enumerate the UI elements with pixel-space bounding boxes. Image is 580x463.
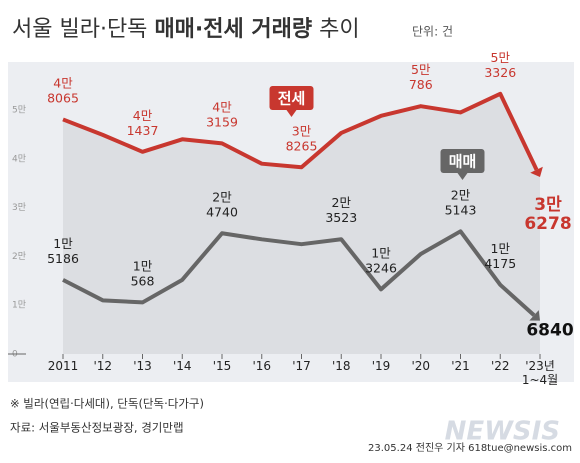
x-tick-label: '12 [93, 359, 112, 373]
y-tick-label: 3만 [12, 202, 26, 213]
value-label: 1만 568 [131, 258, 155, 288]
line [62, 91, 539, 171]
chart-title: 서울 빌라·단독 매매·전세 거래량 추이 [12, 17, 360, 42]
value-label: 3만 8265 [286, 123, 318, 153]
x-tick-label: '23년 1~4월 [522, 359, 558, 387]
value-label: 3만 6278 [524, 195, 571, 234]
source: 자료: 서울부동산정보광장, 경기만랩 [10, 421, 184, 435]
watermark: NEWSIS [445, 417, 560, 447]
legend-box [269, 86, 314, 110]
value-label: 1만 5186 [47, 235, 79, 265]
title-part: 매매·전세 거래량 [154, 17, 312, 42]
value-label: 2만 3523 [325, 195, 357, 225]
legend-label: 매매 [449, 153, 477, 171]
legend-pointer [457, 173, 468, 180]
legend-pointer [286, 110, 297, 117]
arrow-head [530, 166, 543, 177]
value-label: 5만 3326 [484, 49, 516, 79]
x-tick-label: '14 [173, 359, 192, 373]
x-tick-label: '21 [451, 359, 470, 373]
x-tick-label: '22 [491, 359, 510, 373]
arrow-head [529, 310, 540, 321]
x-tick-label: 2011 [48, 359, 79, 373]
line [62, 229, 536, 317]
x-tick-label: '18 [332, 359, 351, 373]
title-part: 추이 [319, 17, 359, 42]
value-label: 2만 5143 [445, 187, 477, 217]
title-part: 서울 빌라·단독 [12, 17, 147, 42]
x-tick-label: '15 [213, 359, 232, 373]
x-tick-label: '19 [372, 359, 391, 373]
value-label: 1만 4175 [484, 240, 516, 270]
value-label: 4만 3159 [206, 99, 238, 129]
y-tick-label: 1만 [12, 300, 26, 311]
value-label: 4만 1437 [127, 107, 159, 137]
y-tick-label: 2만 [12, 251, 26, 262]
value-label: 2만 4740 [206, 189, 238, 219]
value-label: 1만 3246 [365, 245, 397, 275]
x-tick-label: '17 [292, 359, 311, 373]
x-tick-label: '20 [411, 359, 430, 373]
y-tick-label: 4만 [12, 153, 26, 164]
legend-label: 전세 [278, 90, 306, 108]
x-tick-label: '13 [133, 359, 152, 373]
x-tick-label: '16 [252, 359, 271, 373]
value-label: 4만 8065 [47, 75, 79, 105]
unit: 단위: 건 [412, 25, 453, 39]
value-label: 5만 786 [409, 62, 433, 92]
footnote: ※ 빌라(연립·다세대), 단독(단독·다가구) [10, 397, 204, 411]
credit: 23.05.24 전진우 기자 618tue@newsis.com [368, 442, 572, 454]
area [63, 93, 540, 355]
legend-box [440, 149, 485, 173]
y-tick-label: 5만 [12, 105, 26, 116]
value-label: 6840 [526, 321, 573, 341]
